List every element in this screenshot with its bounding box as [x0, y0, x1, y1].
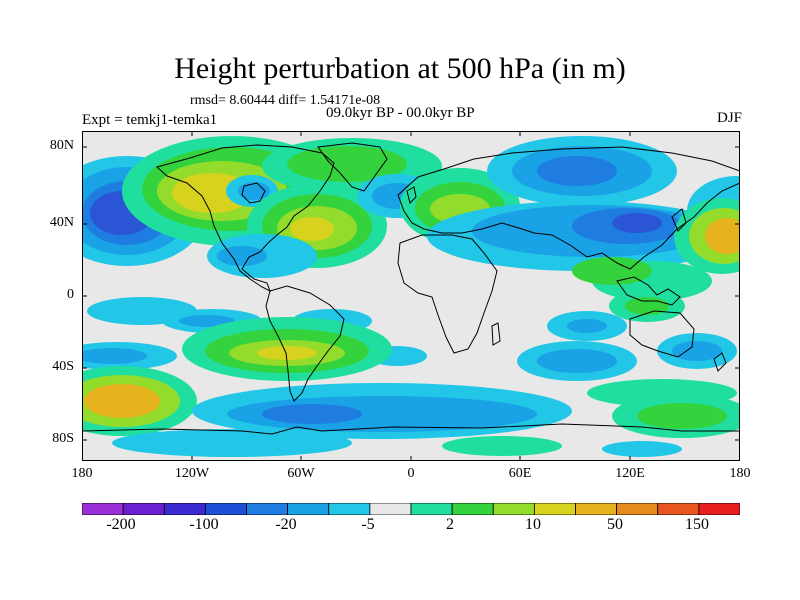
colorbar-label-5: 10 — [525, 516, 541, 533]
season-label: DJF — [716, 110, 742, 126]
colorbar-label-3: -5 — [361, 516, 375, 533]
experiment-label: Expt = temkj1-temka1 — [82, 112, 218, 128]
lon-label-120w: 120W — [174, 466, 210, 481]
lat-label-40n: 40N — [49, 215, 74, 230]
colorbar-swatch — [451, 503, 494, 515]
colorbar-swatch — [698, 503, 740, 515]
colorbar-swatch — [246, 503, 289, 515]
colorbar-swatch — [163, 503, 206, 515]
south-pacific-high — [182, 317, 392, 381]
colorbar-swatch — [82, 503, 124, 515]
colorbar-swatch — [616, 503, 659, 515]
south-pacific-west-high — [82, 366, 197, 436]
colorbar — [82, 503, 740, 515]
colorbar-label-1: -100 — [189, 516, 219, 533]
lat-label-80n: 80N — [49, 138, 74, 153]
lat-label-0: 0 — [67, 287, 74, 302]
coast-hudson-bay — [241, 182, 266, 204]
coastlines — [82, 142, 740, 435]
colorbar-swatch — [575, 503, 618, 515]
lon-ticks — [191, 131, 631, 461]
colorbar-swatch — [410, 503, 453, 515]
lat-label-80s: 80S — [52, 431, 74, 446]
lon-label-60w: 60W — [287, 466, 315, 481]
lon-label-180e: 180 — [729, 466, 751, 481]
lat-ticks — [82, 146, 740, 441]
north-pacific-east-high — [674, 198, 740, 274]
coast-greenland — [317, 142, 388, 192]
lat-label-40s: 40S — [52, 359, 74, 374]
colorbar-label-4: 2 — [446, 516, 454, 533]
colorbar-label-6: 50 — [607, 516, 623, 533]
lon-label-0: 0 — [407, 466, 415, 481]
lon-label-180w: 180 — [71, 466, 93, 481]
colorbar-swatch — [204, 503, 247, 515]
southern-ocean-low — [192, 383, 740, 439]
colorbar-swatch — [122, 503, 165, 515]
coast-africa — [397, 234, 498, 354]
colorbar-swatch — [369, 503, 412, 515]
maritime-continent-high — [609, 290, 685, 322]
colorbar-swatch — [492, 503, 535, 515]
coast-australia — [629, 310, 695, 358]
coast-south-america — [265, 285, 345, 402]
antarctic-band — [112, 429, 682, 457]
southern-lows — [82, 333, 737, 381]
coast-maritime-continent — [616, 276, 681, 306]
north-america-low — [207, 234, 317, 278]
coast-japan — [671, 208, 687, 232]
colorbar-label-2: -20 — [275, 516, 297, 533]
coast-eurasia — [397, 146, 740, 270]
lon-label-120e: 120E — [615, 466, 645, 481]
rmsd-diff-stats: rmsd= 8.60444 diff= 1.54171e-08 — [190, 93, 381, 108]
colorbar-swatch — [287, 503, 330, 515]
colorbar-label-0: -200 — [106, 516, 136, 533]
colorbar-swatch — [657, 503, 700, 515]
colorbar-swatch — [533, 503, 576, 515]
coast-new-zealand — [713, 352, 727, 372]
colorbar-label-7: 150 — [685, 516, 709, 533]
time-period-label: 09.0kyr BP - 00.0kyr BP — [326, 105, 475, 121]
eurasia-low — [427, 136, 737, 271]
height-perturbation-map — [82, 131, 740, 461]
coast-uk — [406, 186, 417, 204]
plot-title: Height perturbation at 500 hPa (in m) — [174, 52, 626, 85]
lon-label-60e: 60E — [508, 466, 532, 481]
west-pacific-band — [572, 257, 712, 301]
colorbar-swatch — [328, 503, 371, 515]
coast-madagascar — [491, 322, 501, 346]
coast-antarctica — [82, 423, 740, 435]
